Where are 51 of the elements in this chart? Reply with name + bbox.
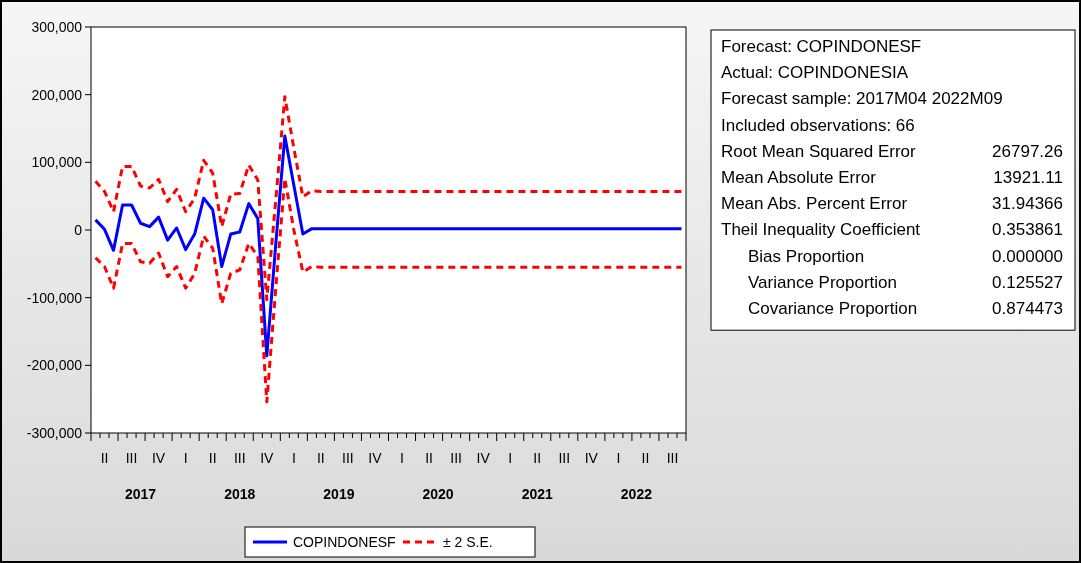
x-tick-label: II <box>533 450 542 466</box>
x-tick-label: II <box>641 450 650 466</box>
y-tick-label: 0 <box>74 221 83 238</box>
text: 2017 <box>125 486 157 502</box>
text: Variance Proportion 0.125527 <box>748 272 1063 292</box>
x-tick-label: III <box>125 450 138 466</box>
y-tick-label: 100,000 <box>31 154 83 171</box>
text: Theil Inequality Coefficient 0.353861 <box>721 220 1063 240</box>
y-tick-label: 300,000 <box>31 18 83 35</box>
x-tick-label: II <box>208 450 217 466</box>
text: Actual: COPINDONESIA <box>721 63 909 83</box>
y-tick-label: -200,000 <box>26 357 83 374</box>
x-tick-label: IV <box>584 450 599 466</box>
text: 2020 <box>422 486 454 502</box>
x-tick-label: IV <box>260 450 275 466</box>
x-tick-label: I <box>400 450 404 466</box>
text: Forecast sample: 2017M04 2022M09 <box>721 89 1003 109</box>
text: 2018 <box>224 486 256 502</box>
text: Forecast: COPINDONESF <box>721 36 922 56</box>
x-tick-label: II <box>317 450 325 466</box>
line-series <box>94 134 683 358</box>
legend-label: ± 2 S.E. <box>443 533 493 550</box>
legend-label: COPINDONESF <box>293 533 396 550</box>
y-tick-label: -100,000 <box>26 289 83 306</box>
y-tick-label: 200,000 <box>31 86 83 103</box>
text: Covariance Proportion 0.874473 <box>748 298 1063 318</box>
text: 2019 <box>323 486 355 502</box>
x-tick-label: III <box>666 450 679 466</box>
x-tick-label: IV <box>476 450 491 466</box>
x-tick-label: IV <box>368 450 383 466</box>
y-tick-label: -300,000 <box>26 424 83 441</box>
text: Bias Proportion 0.000000 <box>748 246 1063 266</box>
x-tick-label: I <box>508 450 513 466</box>
x-tick-label: III <box>342 450 354 466</box>
x-tick-label: IV <box>152 450 166 466</box>
x-tick-label: II <box>425 450 433 466</box>
text: Root Mean Squared Error 26797.26 <box>721 141 1063 161</box>
text: Mean Abs. Percent Error 31.94366 <box>721 194 1063 214</box>
text: 2022 <box>620 486 653 502</box>
line-series <box>94 177 683 404</box>
x-tick-label: I <box>616 450 621 466</box>
x-tick-label: III <box>450 450 462 466</box>
x-tick-label: II <box>100 450 109 466</box>
text: 2021 <box>521 486 554 502</box>
x-tick-label: III <box>558 450 571 466</box>
x-tick-label: III <box>233 450 246 466</box>
line-series <box>94 95 683 302</box>
x-tick-label: I <box>291 450 296 466</box>
x-tick-label: I <box>183 450 188 466</box>
text: Included observations: 66 <box>721 115 915 135</box>
text: Mean Absolute Error 13921.11 <box>721 167 1063 187</box>
